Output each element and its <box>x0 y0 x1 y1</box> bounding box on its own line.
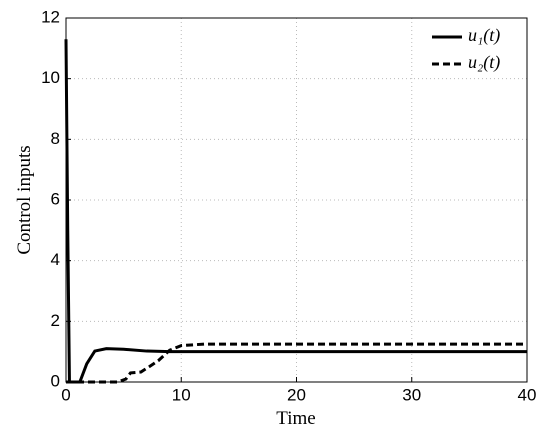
y-tick-label: 10 <box>41 68 60 87</box>
series-line <box>64 39 527 384</box>
y-tick-label: 2 <box>51 311 60 330</box>
x-tick-label: 40 <box>518 385 537 404</box>
y-tick-label: 8 <box>51 129 60 148</box>
y-tick-label: 0 <box>51 371 60 390</box>
legend-label: u₂(t) <box>468 52 500 73</box>
y-tick-label: 12 <box>41 7 60 26</box>
x-tick-label: 10 <box>172 385 191 404</box>
y-tick-label: 6 <box>51 189 60 208</box>
x-axis-label: Time <box>276 408 315 429</box>
plot-area <box>66 18 527 382</box>
legend-label: u₁(t) <box>468 25 500 46</box>
x-tick-label: 0 <box>61 385 70 404</box>
y-axis-label: Control inputs <box>14 145 35 254</box>
x-tick-label: 30 <box>402 385 421 404</box>
series-line <box>66 342 527 384</box>
y-tick-label: 4 <box>51 250 60 269</box>
x-tick-label: 20 <box>287 385 306 404</box>
